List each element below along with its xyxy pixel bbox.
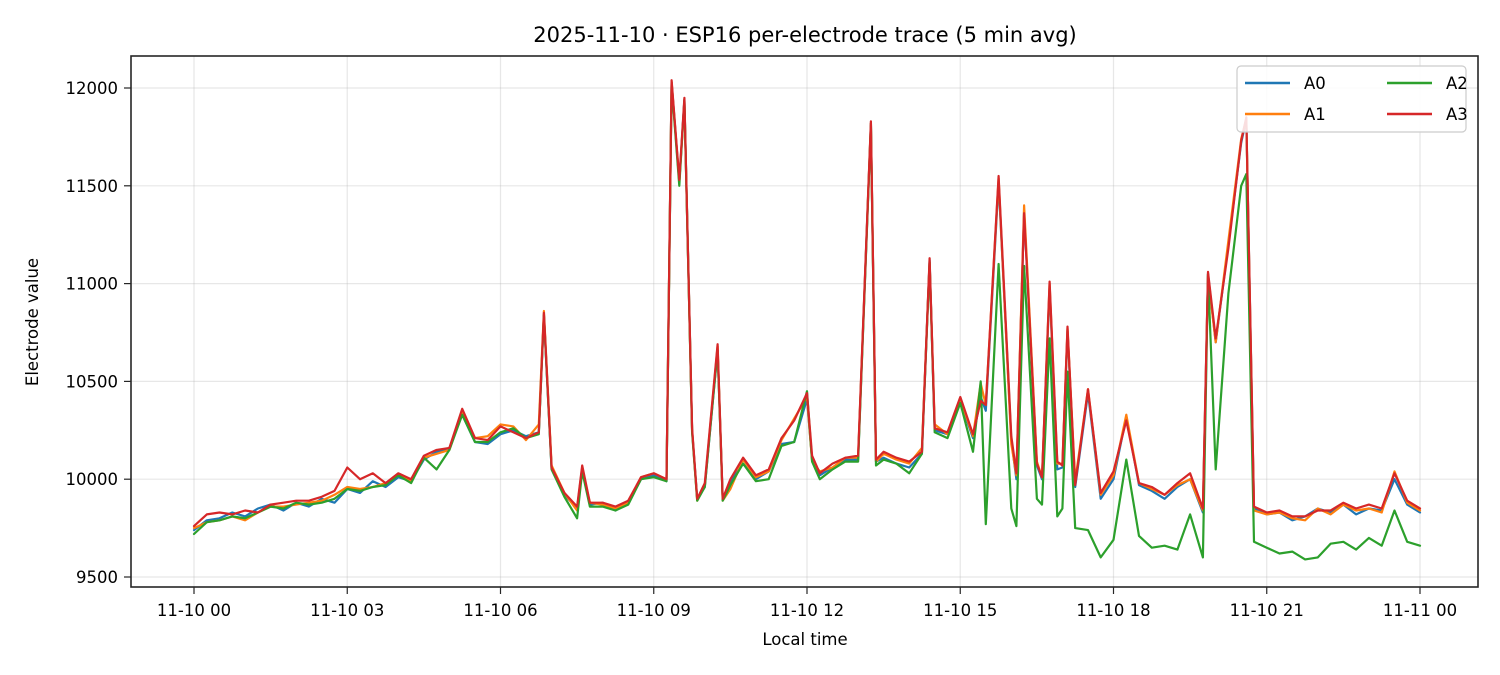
x-tick-label: 11-10 00: [157, 601, 231, 620]
plot-frame: [130, 55, 1479, 588]
x-axis-label: Local time: [762, 630, 847, 649]
x-tick-label: 11-10 03: [310, 601, 384, 620]
x-tick-label: 11-11 00: [1383, 601, 1457, 620]
legend-label-a3: A3: [1446, 105, 1468, 124]
y-tick-label: 12000: [66, 79, 119, 98]
legend-label-a0: A0: [1304, 74, 1326, 93]
y-tick-label: 9500: [76, 568, 118, 587]
y-tick-label: 10000: [66, 470, 119, 489]
x-tick-label: 11-10 15: [923, 601, 997, 620]
legend-box: [1236, 65, 1467, 133]
y-tick-label: 10500: [66, 372, 119, 391]
series-line-a3: [192, 79, 1422, 528]
legend-label-a1: A1: [1304, 105, 1326, 124]
x-tick-label: 11-10 18: [1076, 601, 1150, 620]
chart-title: 2025-11-10 · ESP16 per-electrode trace (…: [533, 23, 1076, 47]
x-tick-label: 11-10 06: [463, 601, 537, 620]
plot-area: [192, 79, 1422, 561]
y-axis: 9500 10000 10500 11000 11500 12000: [66, 79, 131, 587]
y-tick-label: 11000: [66, 275, 119, 294]
series-lines: [192, 79, 1422, 561]
legend: A0 A1 A2 A3: [1236, 65, 1468, 133]
y-axis-label: Electrode value: [23, 258, 42, 386]
y-tick-label: 11500: [66, 177, 119, 196]
x-tick-label: 11-10 21: [1230, 601, 1304, 620]
x-axis: 11-10 00 11-10 03 11-10 06 11-10 09 11-10 12…: [157, 587, 1457, 620]
x-tick-label: 11-10 12: [770, 601, 844, 620]
x-tick-label: 11-10 09: [617, 601, 691, 620]
legend-label-a2: A2: [1446, 74, 1468, 93]
